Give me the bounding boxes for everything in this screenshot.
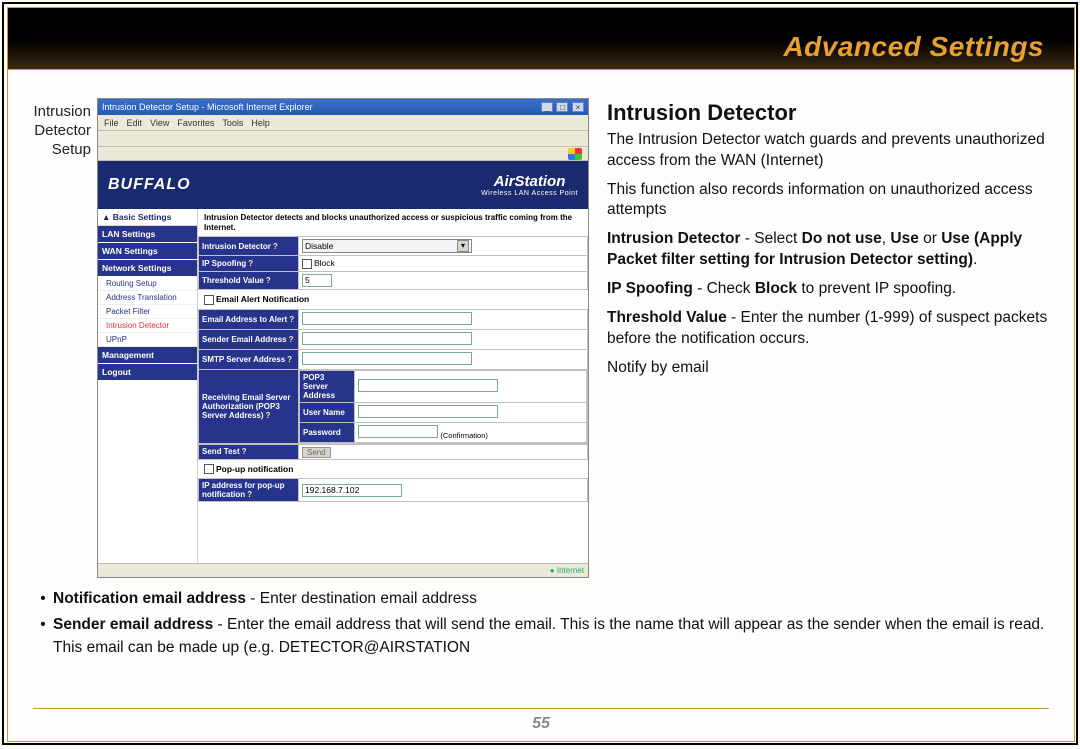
bullet-1: Notification email address - Enter desti…	[53, 588, 1049, 610]
screenshot-window: Intrusion Detector Setup - Microsoft Int…	[97, 98, 589, 578]
bullet-2: Sender email address - Enter the email a…	[53, 614, 1049, 659]
chevron-down-icon[interactable]: ▾	[457, 240, 469, 252]
row-smtp: SMTP Server Address	[202, 355, 285, 364]
row-id-label: Intrusion Detector	[202, 242, 271, 251]
row-recv: Receiving Email Server Authorization (PO…	[202, 393, 291, 420]
intrusion-detector-select[interactable]: Disable ▾	[302, 239, 472, 253]
sidebar-management[interactable]: Management	[98, 347, 197, 364]
detector-para: Intrusion Detector - Select Do not use, …	[607, 229, 1049, 271]
username-input[interactable]	[358, 405, 498, 418]
sidebar-logout[interactable]: Logout	[98, 364, 197, 381]
block-label: Block	[314, 258, 335, 268]
email-alert-label: Email Alert Notification	[216, 294, 309, 304]
intro-p1: The Intrusion Detector watch guards and …	[607, 130, 1049, 172]
sender-input[interactable]	[302, 332, 472, 345]
router-description: Intrusion Detector detects and blocks un…	[198, 209, 588, 236]
menu-tools[interactable]: Tools	[222, 118, 243, 128]
row-email-to: Email Address to Alert	[202, 315, 287, 324]
sidebar-packet[interactable]: Packet Filter	[98, 305, 197, 319]
minimize-icon[interactable]: _	[541, 102, 553, 112]
sidebar-intrusion[interactable]: Intrusion Detector	[98, 319, 197, 333]
menu-view[interactable]: View	[150, 118, 169, 128]
sidebar-wan[interactable]: WAN Settings	[98, 243, 197, 260]
buffalo-logo: BUFFALO	[108, 176, 191, 194]
threshold-para: Threshold Value - Enter the number (1-99…	[607, 308, 1049, 350]
row-spoof-label: IP Spoofing	[202, 259, 246, 268]
browser-menubar[interactable]: File Edit View Favorites Tools Help	[98, 115, 588, 131]
block-checkbox[interactable]	[302, 259, 312, 269]
intro-p2: This function also records information o…	[607, 180, 1049, 222]
router-sidebar: ▲ Basic Settings LAN Settings WAN Settin…	[98, 209, 198, 563]
row-threshold-label: Threshold Value	[202, 276, 264, 285]
confirm-label: (Confirmation)	[440, 431, 488, 440]
row-send-test: Send Test	[202, 447, 240, 456]
bullet-icon: •	[33, 614, 53, 659]
spoof-para: IP Spoofing - Check Block to prevent IP …	[607, 279, 1049, 300]
menu-favorites[interactable]: Favorites	[177, 118, 214, 128]
row-user: User Name	[300, 402, 355, 422]
row-pass: Password	[300, 422, 355, 442]
sidebar-network[interactable]: Network Settings	[98, 260, 197, 277]
popup-checkbox[interactable]	[204, 464, 214, 474]
figure-caption: Intrusion Detector Setup	[33, 98, 91, 578]
ie-throbber-icon	[568, 148, 582, 160]
bullet-icon: •	[33, 588, 53, 610]
menu-edit[interactable]: Edit	[127, 118, 143, 128]
sidebar-upnp[interactable]: UPnP	[98, 333, 197, 347]
row-sender: Sender Email Address	[202, 335, 287, 344]
threshold-input[interactable]: 5	[302, 274, 332, 287]
airstation-subtitle: Wireless LAN Access Point	[481, 190, 578, 197]
row-ipaddr: IP address for pop-up notification	[202, 481, 285, 499]
popup-label: Pop-up notification	[216, 464, 293, 474]
smtp-input[interactable]	[302, 352, 472, 365]
close-icon[interactable]: ×	[572, 102, 584, 112]
pop3-input[interactable]	[358, 379, 498, 392]
window-title: Intrusion Detector Setup - Microsoft Int…	[102, 102, 313, 112]
row-pop3: POP3 Server Address	[300, 370, 355, 402]
select-value: Disable	[305, 241, 333, 251]
sidebar-address[interactable]: Address Translation	[98, 291, 197, 305]
status-internet: ● Internet	[550, 566, 584, 575]
page-number: 55	[8, 715, 1074, 733]
email-alert-checkbox[interactable]	[204, 295, 214, 305]
maximize-icon[interactable]: □	[556, 102, 568, 112]
password-input[interactable]	[358, 425, 438, 438]
popup-ip-input[interactable]: 192.168.7.102	[302, 484, 402, 497]
sidebar-lan[interactable]: LAN Settings	[98, 226, 197, 243]
send-button[interactable]: Send	[302, 447, 331, 458]
menu-help[interactable]: Help	[251, 118, 270, 128]
sidebar-routing[interactable]: Routing Setup	[98, 277, 197, 291]
page-header-title: Advanced Settings	[783, 31, 1044, 63]
window-controls[interactable]: _ □ ×	[540, 102, 584, 112]
notify-line: Notify by email	[607, 358, 1049, 379]
airstation-logo: AirStation	[481, 173, 578, 190]
email-to-input[interactable]	[302, 312, 472, 325]
sidebar-basic[interactable]: ▲ Basic Settings	[98, 209, 197, 226]
menu-file[interactable]: File	[104, 118, 119, 128]
section-title: Intrusion Detector	[607, 98, 1049, 128]
